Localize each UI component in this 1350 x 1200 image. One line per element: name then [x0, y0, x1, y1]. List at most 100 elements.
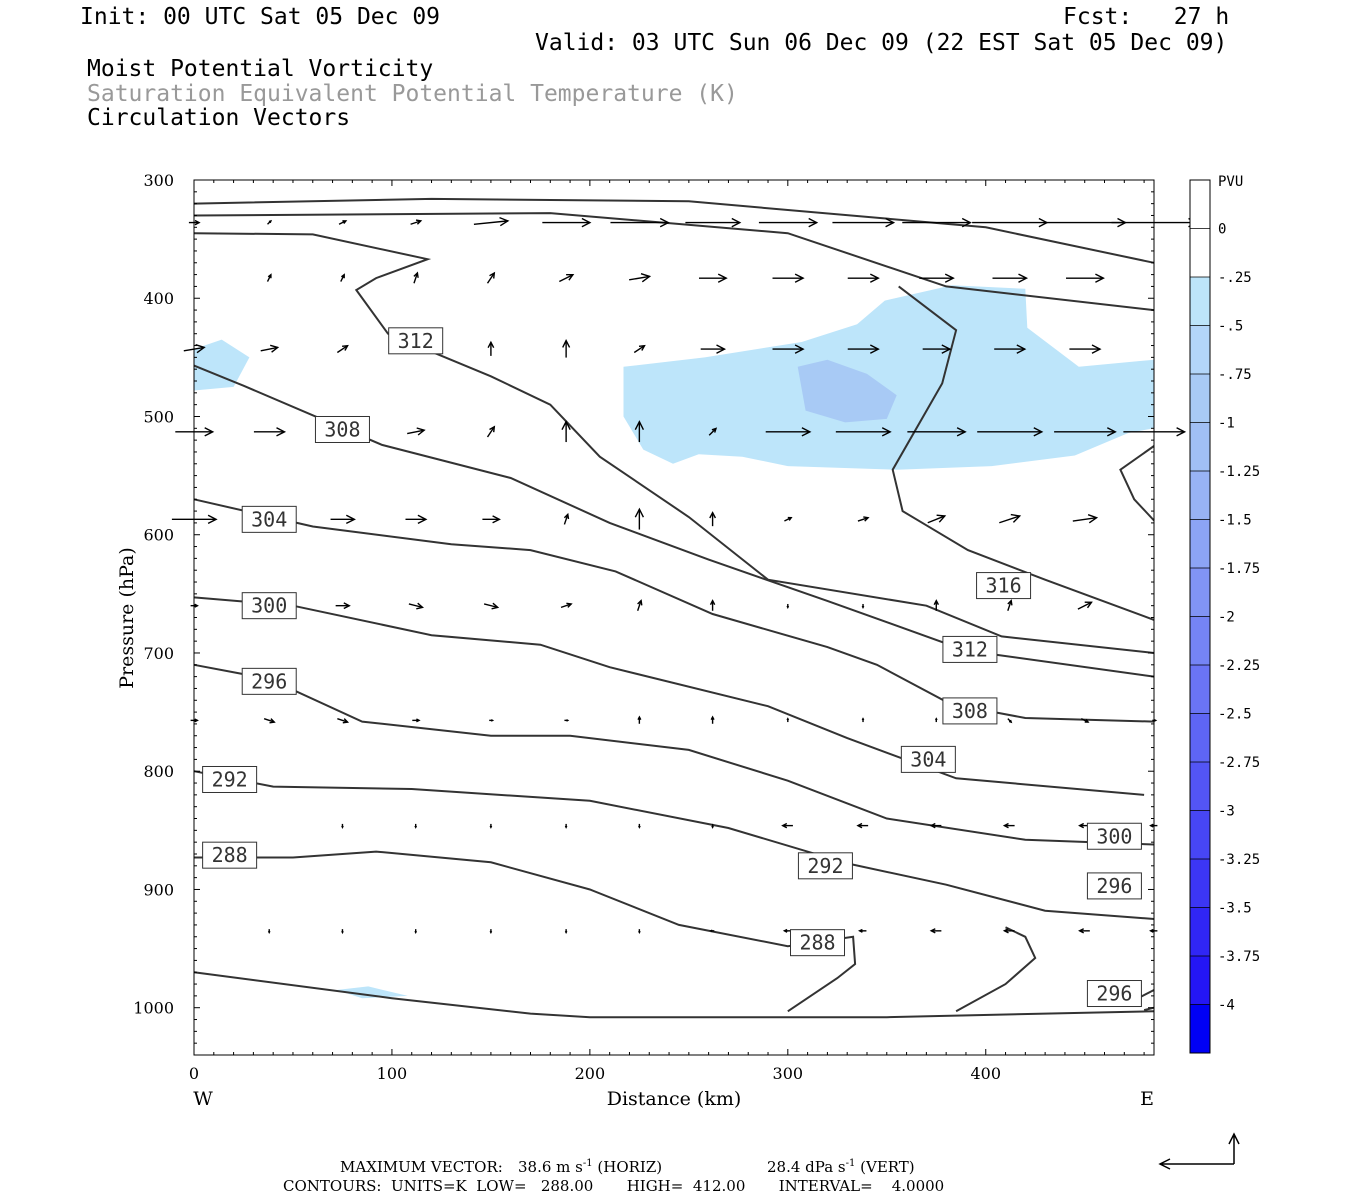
valid-time: Valid: 03 UTC Sun 06 Dec 09 (22 EST Sat … [535, 30, 1228, 56]
contour-line [194, 850, 857, 1013]
y-tick-label: 1000 [133, 999, 174, 1018]
contour-label-text: 308 [952, 699, 988, 723]
colorbar-label: -3.75 [1218, 949, 1260, 965]
circulation-vector [856, 822, 869, 829]
east-label: E [1140, 1088, 1154, 1110]
contour-line [193, 364, 1155, 678]
x-tick-label: 300 [773, 1064, 804, 1083]
circulation-vector [709, 511, 717, 527]
circulation-vector [267, 219, 273, 225]
circulation-vector [414, 823, 418, 829]
circulation-vector [338, 220, 348, 225]
circulation-vector [638, 929, 641, 934]
circulation-vector [563, 512, 570, 525]
circulation-vector [929, 822, 942, 829]
circulation-vector [861, 603, 865, 609]
circulation-vector [489, 929, 493, 934]
colorbar-cell [1190, 907, 1210, 956]
contour-label-text: 292 [212, 767, 248, 791]
circulation-vector [847, 344, 880, 354]
circulation-vector [902, 217, 972, 228]
circulation-vector [1072, 514, 1099, 524]
pv-region [336, 986, 408, 999]
circulation-vector [772, 273, 805, 283]
contour-label-text: 316 [986, 574, 1022, 598]
y-tick-label: 700 [143, 644, 174, 663]
y-tick-label: 400 [143, 289, 174, 308]
colorbar-label: -3.5 [1218, 901, 1252, 917]
circulation-vector [786, 717, 790, 723]
circulation-vector [267, 929, 271, 934]
circulation-vector [335, 602, 351, 610]
circulation-vector [638, 823, 641, 829]
circulation-vector [413, 271, 419, 284]
circulation-vector [698, 273, 728, 283]
circulation-vector [414, 929, 418, 934]
contour-info: CONTOURS: UNITS=K LOW= 288.00 HIGH= 412.… [283, 1177, 945, 1195]
x-tick-label: 400 [970, 1064, 1001, 1083]
colorbar-cell [1190, 471, 1210, 520]
contour-line [193, 232, 1155, 654]
circulation-vector [486, 271, 496, 284]
theta-es-contours [193, 197, 1155, 1019]
y-tick-label: 300 [143, 171, 174, 190]
circulation-vector [637, 715, 642, 724]
circulation-vector [486, 425, 496, 438]
contour-line [193, 596, 1145, 796]
circulation-vector [861, 717, 865, 723]
colorbar-cell [1190, 180, 1210, 229]
circulation-vector [1069, 344, 1102, 354]
colorbar-cell [1190, 810, 1210, 859]
circulation-vector [927, 514, 947, 524]
contour-line [193, 971, 1155, 1019]
colorbar-label: -.5 [1218, 319, 1243, 335]
circulation-vector [340, 273, 345, 282]
contour-line [955, 926, 1037, 1013]
circulation-vector [410, 219, 423, 225]
circulation-vector [1002, 822, 1015, 829]
contour-line [193, 498, 1155, 723]
circulation-vector [781, 822, 793, 829]
colorbar-label: -2.25 [1218, 658, 1260, 674]
circulation-vector [263, 718, 276, 724]
circulation-vector [758, 217, 819, 228]
contour-line [193, 770, 1155, 920]
colorbar-label: -2.75 [1218, 755, 1260, 771]
circulation-vector [633, 344, 646, 354]
contour-label: 300 [241, 592, 297, 620]
contour-labels: 3123083043002962922883163123083043002962… [202, 327, 1142, 1008]
circulation-vector [929, 928, 942, 934]
max-vector-label: MAXIMUM VECTOR: [340, 1158, 503, 1176]
colorbar-cell [1190, 1004, 1210, 1053]
contour-label-text: 296 [251, 669, 287, 693]
circulation-vector [772, 344, 805, 354]
contour-line [891, 285, 1155, 621]
colorbar-label: -1.75 [1218, 561, 1260, 577]
circulation-vector [710, 715, 715, 724]
colorbar-cell [1190, 568, 1210, 617]
contour-label: 316 [976, 572, 1032, 600]
circulation-vector [1078, 928, 1090, 934]
circulation-vector [559, 274, 575, 283]
contour-label-text: 296 [1096, 874, 1132, 898]
colorbar-label: -.25 [1218, 270, 1252, 286]
contour-label: 304 [241, 505, 297, 533]
circulation-vector [709, 599, 716, 611]
contour-label: 296 [1086, 872, 1142, 900]
colorbar: 0 -.25 -.5 -.75 -1 -1.25 -1.5 -1.75 -2 -2.25 -2.5 -… [1189, 179, 1260, 1054]
circulation-vector [489, 823, 493, 829]
pv-region [194, 339, 250, 391]
circulation-vector [487, 340, 495, 356]
contour-label-text: 304 [910, 747, 946, 771]
colorbar-cell [1190, 422, 1210, 471]
contour-label: 296 [241, 667, 297, 695]
circulation-vector [1002, 928, 1015, 934]
contour-label: 300 [1086, 822, 1142, 850]
circulation-vector [700, 344, 727, 354]
x-tick-label: 100 [377, 1064, 408, 1083]
circulation-vector [562, 339, 571, 358]
contour-label-text: 288 [799, 931, 835, 955]
circulation-vector [260, 344, 280, 353]
colorbar-label: -3.25 [1218, 852, 1260, 868]
